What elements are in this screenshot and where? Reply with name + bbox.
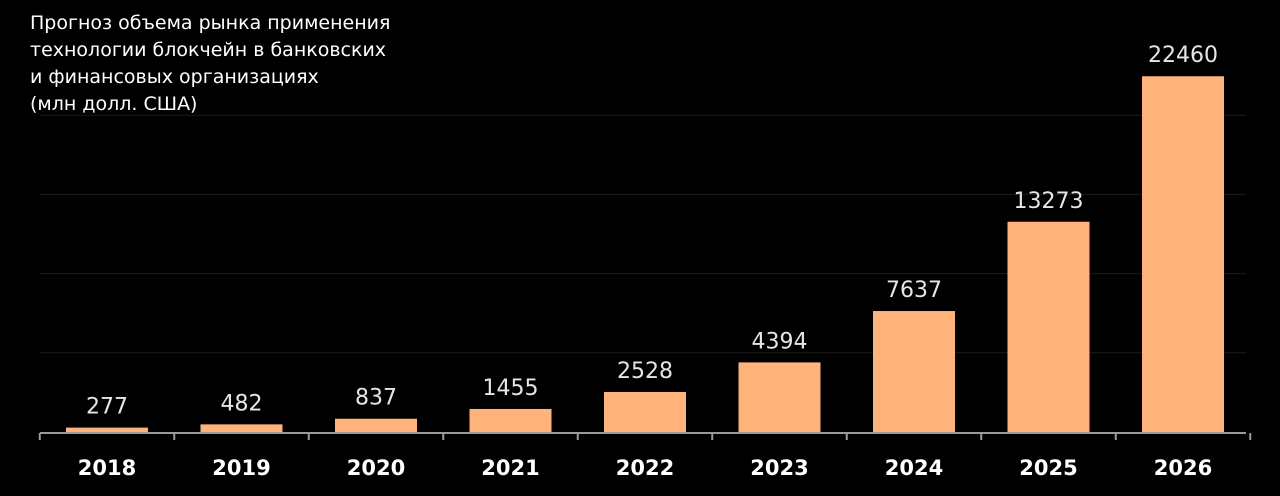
bar-2026 bbox=[1142, 76, 1224, 433]
chart-title-line-1: Прогноз объема рынка применения bbox=[30, 12, 391, 34]
tick-label-2025: 2025 bbox=[1019, 456, 1077, 480]
value-label-2020: 837 bbox=[355, 386, 397, 411]
tick-label-2018: 2018 bbox=[78, 456, 136, 480]
value-labels: 277 482 837 1455 2528 4394 7637 13273 22460 bbox=[86, 43, 1218, 419]
value-label-2019: 482 bbox=[221, 391, 263, 416]
value-label-2025: 13273 bbox=[1014, 189, 1084, 214]
value-label-2021: 1455 bbox=[483, 376, 539, 401]
chart-title-line-2: технологии блокчейн в банковских bbox=[30, 39, 387, 61]
bar-2018 bbox=[66, 427, 148, 432]
value-label-2023: 4394 bbox=[752, 329, 808, 354]
bar-2020 bbox=[335, 418, 417, 432]
tick-label-2024: 2024 bbox=[885, 456, 943, 480]
tick-label-2023: 2023 bbox=[750, 456, 808, 480]
bar-2021 bbox=[469, 408, 552, 432]
value-label-2024: 7637 bbox=[886, 278, 942, 303]
chart-title: Прогноз объема рынка применения технолог… bbox=[30, 10, 460, 118]
tick-label-2022: 2022 bbox=[616, 456, 674, 480]
tick-label-2019: 2019 bbox=[212, 456, 270, 480]
bars bbox=[66, 76, 1224, 433]
bar-2022 bbox=[604, 391, 686, 432]
bar-2023 bbox=[738, 362, 821, 432]
chart-title-line-3: и финансовых организациях bbox=[30, 66, 319, 88]
bar-2024 bbox=[873, 311, 955, 432]
value-label-2026: 22460 bbox=[1148, 43, 1218, 68]
value-label-2018: 277 bbox=[86, 395, 128, 420]
tick-label-2021: 2021 bbox=[481, 456, 539, 480]
x-tick-labels: 2018 2019 2020 2021 2022 2023 2024 2025 2026 bbox=[78, 456, 1212, 480]
bar-2025 bbox=[1007, 221, 1090, 432]
bar-2019 bbox=[200, 424, 283, 432]
value-label-2022: 2528 bbox=[617, 359, 673, 384]
chart-title-line-4: (млн долл. США) bbox=[30, 93, 198, 115]
tick-label-2026: 2026 bbox=[1154, 456, 1212, 480]
tick-label-2020: 2020 bbox=[347, 456, 405, 480]
x-axis bbox=[38, 432, 1252, 440]
